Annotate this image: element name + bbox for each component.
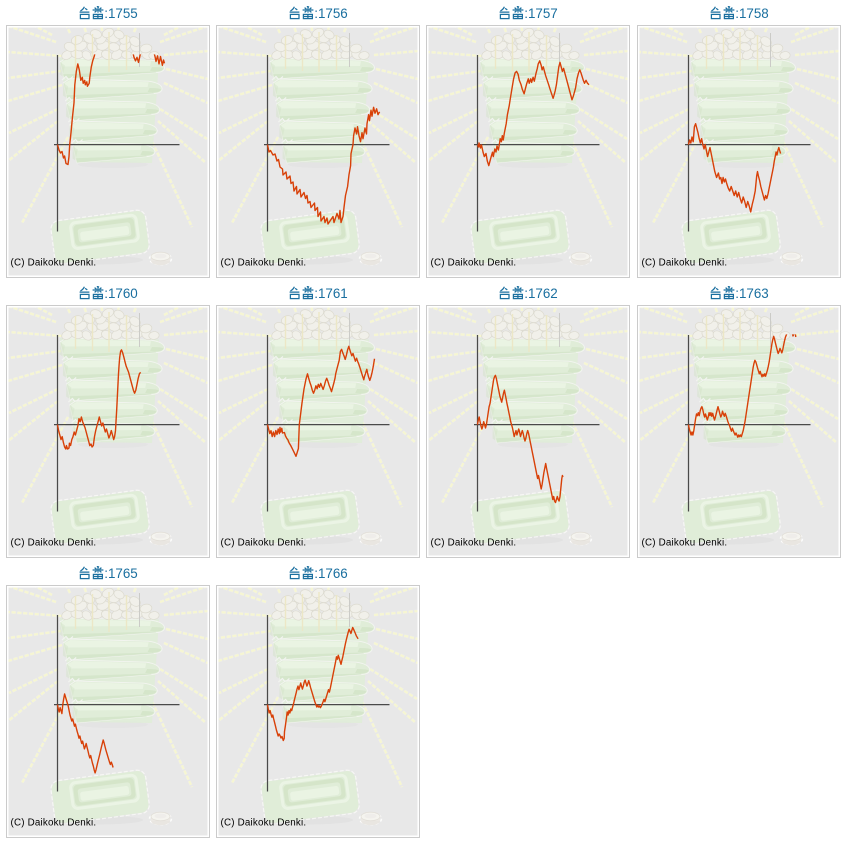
svg-text:(C) Daikoku Denki.: (C) Daikoku Denki.: [11, 817, 97, 828]
svg-text:(C) Daikoku Denki.: (C) Daikoku Denki.: [11, 257, 97, 268]
svg-text:(C) Daikoku Denki.: (C) Daikoku Denki.: [221, 817, 307, 828]
svg-text:(C) Daikoku Denki.: (C) Daikoku Denki.: [642, 257, 728, 268]
svg-text:(C) Daikoku Denki.: (C) Daikoku Denki.: [431, 257, 517, 268]
svg-text:(C) Daikoku Denki.: (C) Daikoku Denki.: [221, 537, 307, 548]
svg-text:(C) Daikoku Denki.: (C) Daikoku Denki.: [642, 537, 728, 548]
svg-text:(C) Daikoku Denki.: (C) Daikoku Denki.: [431, 537, 517, 548]
svg-text:(C) Daikoku Denki.: (C) Daikoku Denki.: [11, 537, 97, 548]
svg-text:(C) Daikoku Denki.: (C) Daikoku Denki.: [221, 257, 307, 268]
